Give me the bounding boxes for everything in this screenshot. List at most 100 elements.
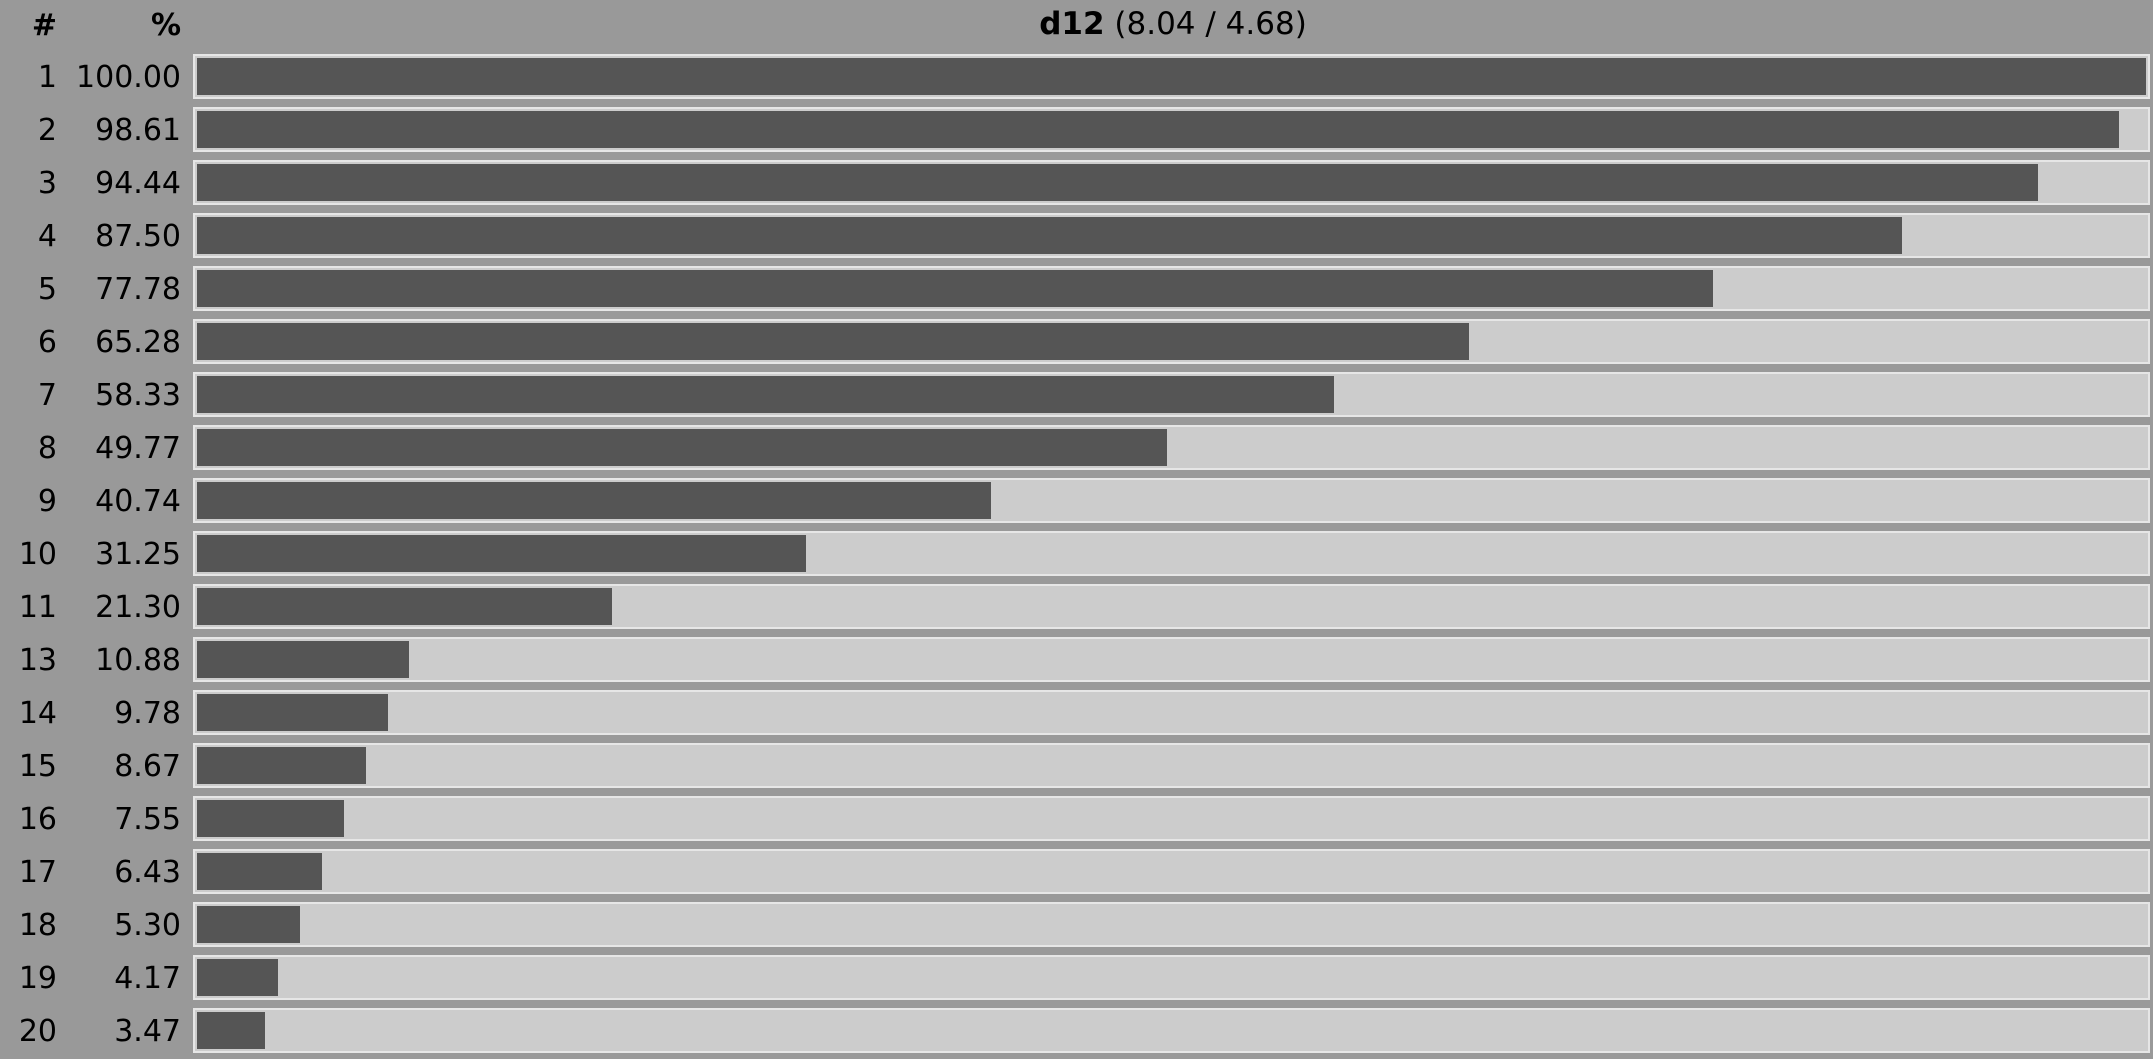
chart-title-rest: (8.04 / 4.68) bbox=[1104, 6, 1307, 42]
bar-track bbox=[193, 690, 2150, 735]
rank-label: 6 bbox=[37, 325, 57, 360]
rank-column-header: # bbox=[31, 8, 57, 43]
bar bbox=[197, 376, 1334, 413]
bar-track bbox=[193, 849, 2150, 894]
percent-label: 21.30 bbox=[95, 590, 181, 625]
bar bbox=[197, 535, 806, 572]
bar bbox=[197, 217, 1902, 254]
bar-track bbox=[193, 319, 2150, 364]
bar bbox=[197, 641, 409, 678]
percent-label: 3.47 bbox=[114, 1014, 181, 1049]
bar-track bbox=[193, 372, 2150, 417]
percent-label: 9.78 bbox=[114, 696, 181, 731]
chart-row: 8 49.77 bbox=[0, 423, 2153, 476]
rank-label: 19 bbox=[18, 961, 57, 996]
chart-row: 19 4.17 bbox=[0, 953, 2153, 1006]
bar bbox=[197, 323, 1469, 360]
chart-row: 17 6.43 bbox=[0, 847, 2153, 900]
percent-label: 8.67 bbox=[114, 749, 181, 784]
bar-track bbox=[193, 107, 2150, 152]
bar bbox=[197, 853, 322, 890]
bar bbox=[197, 906, 300, 943]
chart-row: 9 40.74 bbox=[0, 476, 2153, 529]
rank-label: 5 bbox=[37, 272, 57, 307]
bar-track bbox=[193, 584, 2150, 629]
chart-title: d12 (8.04 / 4.68) bbox=[193, 6, 2153, 42]
rank-label: 16 bbox=[18, 802, 57, 837]
rank-label: 10 bbox=[18, 537, 57, 572]
percent-label: 87.50 bbox=[95, 219, 181, 254]
bar-track bbox=[193, 54, 2150, 99]
rank-label: 14 bbox=[18, 696, 57, 731]
bar-track bbox=[193, 160, 2150, 205]
chart-row: 2 98.61 bbox=[0, 105, 2153, 158]
bar bbox=[197, 694, 388, 731]
chart-row: 4 87.50 bbox=[0, 211, 2153, 264]
chart-row: 13 10.88 bbox=[0, 635, 2153, 688]
rank-label: 2 bbox=[37, 113, 57, 148]
percent-label: 49.77 bbox=[95, 431, 181, 466]
rank-label: 20 bbox=[18, 1014, 57, 1049]
rank-label: 9 bbox=[37, 484, 57, 519]
percent-label: 77.78 bbox=[95, 272, 181, 307]
rank-label: 18 bbox=[18, 908, 57, 943]
bar bbox=[197, 747, 366, 784]
rank-label: 13 bbox=[18, 643, 57, 678]
chart-row: 20 3.47 bbox=[0, 1006, 2153, 1059]
chart-row: 15 8.67 bbox=[0, 741, 2153, 794]
bar-track bbox=[193, 531, 2150, 576]
chart-row: 11 21.30 bbox=[0, 582, 2153, 635]
chart-row: 3 94.44 bbox=[0, 158, 2153, 211]
percent-column-header: % bbox=[150, 8, 181, 43]
rank-label: 3 bbox=[37, 166, 57, 201]
bar bbox=[197, 270, 1713, 307]
rank-label: 11 bbox=[18, 590, 57, 625]
bar-track bbox=[193, 743, 2150, 788]
percent-label: 5.30 bbox=[114, 908, 181, 943]
percent-label: 94.44 bbox=[95, 166, 181, 201]
chart-row: 10 31.25 bbox=[0, 529, 2153, 582]
chart-title-bold: d12 bbox=[1039, 6, 1105, 42]
bar-track bbox=[193, 796, 2150, 841]
chart-row: 7 58.33 bbox=[0, 370, 2153, 423]
bar bbox=[197, 58, 2146, 95]
percent-label: 31.25 bbox=[95, 537, 181, 572]
bar-track bbox=[193, 266, 2150, 311]
bar-track bbox=[193, 1008, 2150, 1053]
percent-label: 65.28 bbox=[95, 325, 181, 360]
bar bbox=[197, 111, 2119, 148]
bar bbox=[197, 588, 612, 625]
bar bbox=[197, 429, 1167, 466]
bar bbox=[197, 164, 2038, 201]
chart-row: 18 5.30 bbox=[0, 900, 2153, 953]
percent-label: 100.00 bbox=[76, 60, 181, 95]
chart-header: # % d12 (8.04 / 4.68) bbox=[0, 0, 2153, 52]
percent-label: 10.88 bbox=[95, 643, 181, 678]
rank-label: 17 bbox=[18, 855, 57, 890]
bar-track bbox=[193, 637, 2150, 682]
bar-track bbox=[193, 902, 2150, 947]
rank-label: 4 bbox=[37, 219, 57, 254]
bar-track bbox=[193, 478, 2150, 523]
chart-row: 6 65.28 bbox=[0, 317, 2153, 370]
percent-label: 7.55 bbox=[114, 802, 181, 837]
bar bbox=[197, 1012, 265, 1049]
bar-track bbox=[193, 425, 2150, 470]
bar-track bbox=[193, 213, 2150, 258]
rank-label: 15 bbox=[18, 749, 57, 784]
chart-row: 16 7.55 bbox=[0, 794, 2153, 847]
bar bbox=[197, 959, 278, 996]
chart-row: 14 9.78 bbox=[0, 688, 2153, 741]
bar bbox=[197, 482, 991, 519]
chart-row: 1 100.00 bbox=[0, 52, 2153, 105]
bar bbox=[197, 800, 344, 837]
rank-label: 1 bbox=[37, 60, 57, 95]
percent-label: 98.61 bbox=[95, 113, 181, 148]
bar-track bbox=[193, 955, 2150, 1000]
percent-label: 40.74 bbox=[95, 484, 181, 519]
percent-label: 4.17 bbox=[114, 961, 181, 996]
rank-label: 8 bbox=[37, 431, 57, 466]
percent-label: 6.43 bbox=[114, 855, 181, 890]
rank-label: 7 bbox=[37, 378, 57, 413]
